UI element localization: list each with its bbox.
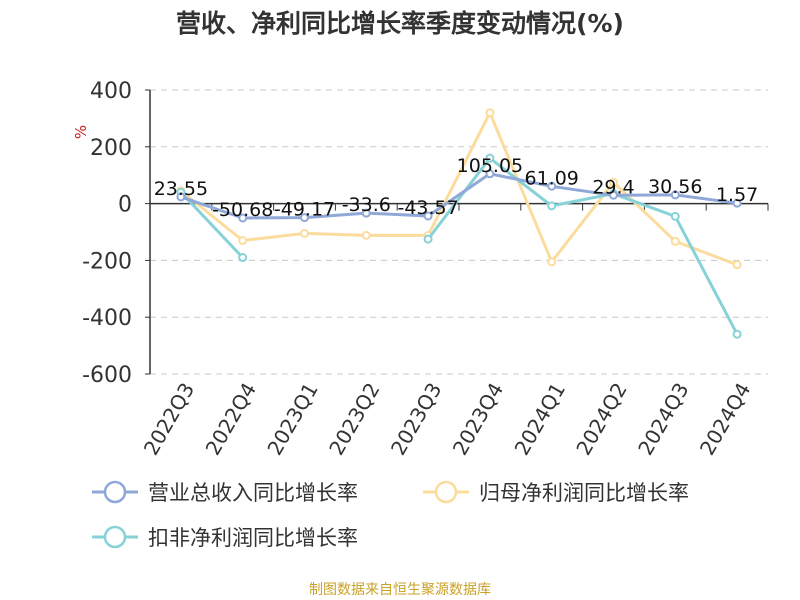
data-point	[547, 181, 557, 191]
x-tick-label: 2023Q3	[386, 378, 446, 459]
legend-swatch-marker	[103, 525, 127, 549]
data-point	[547, 201, 557, 211]
data-point	[423, 234, 433, 244]
legend-swatch-marker	[103, 480, 127, 504]
data-point	[670, 236, 680, 246]
data-label: -43.57	[397, 197, 458, 219]
series-line	[426, 156, 739, 335]
data-point	[670, 190, 680, 200]
data-point	[485, 108, 495, 118]
y-tick-label: 400	[90, 79, 132, 104]
y-axis-unit: %	[72, 125, 90, 139]
data-label: 23.55	[154, 178, 208, 200]
legend-label: 扣非净利润同比增长率	[148, 526, 358, 550]
x-tick-label: 2024Q3	[633, 379, 693, 460]
x-tick-label: 2024Q1	[510, 379, 570, 460]
data-point	[485, 153, 495, 163]
x-tick-label: 2022Q3	[139, 379, 199, 460]
x-tick-label: 2023Q4	[448, 379, 508, 460]
data-label: 1.57	[716, 184, 758, 206]
data-label: 61.09	[524, 167, 578, 189]
legend-label: 归母净利润同比增长率	[479, 481, 689, 505]
data-label: 29.4	[592, 176, 634, 198]
data-point	[238, 253, 248, 263]
x-tick-label: 2024Q2	[571, 379, 631, 460]
data-point	[670, 211, 680, 221]
grid-layer	[150, 89, 768, 375]
data-label: -49.17	[274, 199, 335, 221]
x-tick-label: 2023Q2	[324, 379, 384, 460]
chart-title: 营收、净利同比增长率季度变动情况(%)	[176, 9, 624, 38]
data-point	[238, 213, 248, 223]
data-point	[361, 208, 371, 218]
legend-label: 营业总收入同比增长率	[148, 481, 358, 505]
data-label: 105.05	[457, 155, 523, 177]
data-point	[300, 213, 309, 223]
source-note: 制图数据来自恒生聚源数据库	[309, 582, 491, 598]
data-point	[732, 260, 742, 270]
y-tick-label: -200	[82, 249, 132, 274]
series-line	[180, 172, 738, 220]
y-tick-label: 200	[90, 136, 132, 161]
data-point	[732, 329, 742, 339]
data-point	[485, 169, 495, 179]
series-line	[179, 111, 738, 267]
x-tick-label: 2024Q4	[695, 379, 755, 460]
data-label: -33.6	[342, 194, 391, 216]
legend-swatch-marker	[434, 480, 458, 504]
data-point	[238, 236, 248, 246]
y-tick-label: -600	[82, 363, 132, 388]
data-point	[176, 192, 186, 202]
data-point	[547, 257, 557, 267]
x-tick-label: 2022Q4	[201, 379, 261, 460]
y-tick-label: -400	[82, 306, 132, 331]
data-point	[361, 230, 371, 240]
y-tick-label: 0	[118, 193, 132, 218]
data-point	[732, 198, 742, 208]
data-label: 30.56	[648, 176, 702, 198]
data-point	[609, 177, 618, 187]
data-point	[423, 211, 433, 221]
data-point	[300, 228, 309, 238]
x-tick-label: 2023Q1	[262, 379, 322, 460]
series-line	[179, 191, 244, 259]
data-label: -50.68	[212, 199, 273, 221]
data-point	[609, 190, 618, 200]
series-layer	[176, 108, 742, 339]
